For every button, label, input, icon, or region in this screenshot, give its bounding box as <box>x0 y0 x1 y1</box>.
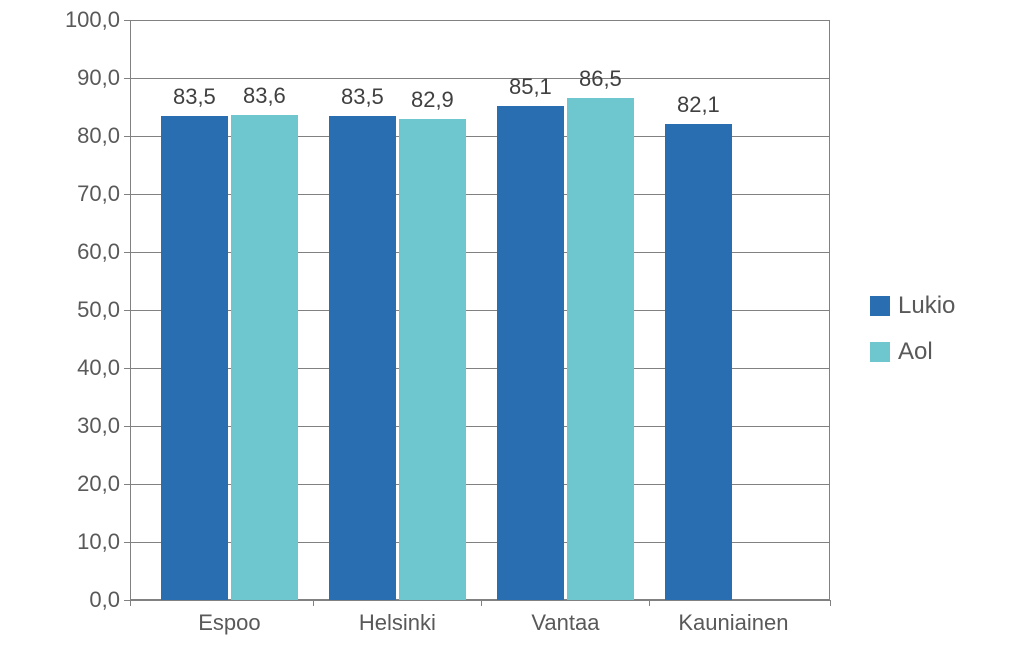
y-tick-label: 40,0 <box>77 355 130 381</box>
legend-item: Lukio <box>870 292 955 320</box>
legend-label: Lukio <box>898 292 955 320</box>
x-tick-mark <box>649 600 650 606</box>
y-tick-label: 0,0 <box>89 587 130 613</box>
legend-swatch <box>870 342 890 362</box>
bar-value-label: 82,9 <box>411 87 454 113</box>
x-tick-label: Kauniainen <box>678 600 788 636</box>
bar <box>665 124 732 600</box>
x-tick-mark <box>130 600 131 606</box>
y-tick-label: 70,0 <box>77 181 130 207</box>
y-tick-label: 80,0 <box>77 123 130 149</box>
legend-swatch <box>870 296 890 316</box>
x-tick-mark <box>313 600 314 606</box>
bar-value-label: 83,6 <box>243 83 286 109</box>
y-tick-label: 90,0 <box>77 65 130 91</box>
y-tick-label: 20,0 <box>77 471 130 497</box>
x-tick-label: Helsinki <box>359 600 436 636</box>
y-tick-label: 50,0 <box>77 297 130 323</box>
x-tick-mark <box>481 600 482 606</box>
bar-chart: 0,0 10,0 20,0 30,0 40,0 50,0 60,0 70,0 80,0 90,0 1… <box>0 0 1024 670</box>
bar <box>399 119 466 600</box>
plot-area: 0,010,020,030,040,050,060,070,080,090,01… <box>130 20 830 600</box>
x-tick-label: Vantaa <box>531 600 599 636</box>
legend-label: Aol <box>898 338 933 366</box>
gridline <box>130 20 830 21</box>
bar-value-label: 86,5 <box>579 66 622 92</box>
legend: Lukio Aol <box>870 292 955 366</box>
y-tick-label: 100,0 <box>65 7 130 33</box>
y-tick-label: 60,0 <box>77 239 130 265</box>
bar-value-label: 83,5 <box>173 84 216 110</box>
legend-item: Aol <box>870 338 955 366</box>
bar-value-label: 82,1 <box>677 92 720 118</box>
y-tick-label: 30,0 <box>77 413 130 439</box>
bar-value-label: 83,5 <box>341 84 384 110</box>
y-tick-label: 10,0 <box>77 529 130 555</box>
bar <box>329 116 396 600</box>
gridline <box>130 78 830 79</box>
bar <box>567 98 634 600</box>
bar <box>161 116 228 600</box>
bar <box>497 106 564 600</box>
bar <box>231 115 298 600</box>
x-tick-label: Espoo <box>198 600 260 636</box>
x-tick-mark <box>830 600 831 606</box>
bar-value-label: 85,1 <box>509 74 552 100</box>
